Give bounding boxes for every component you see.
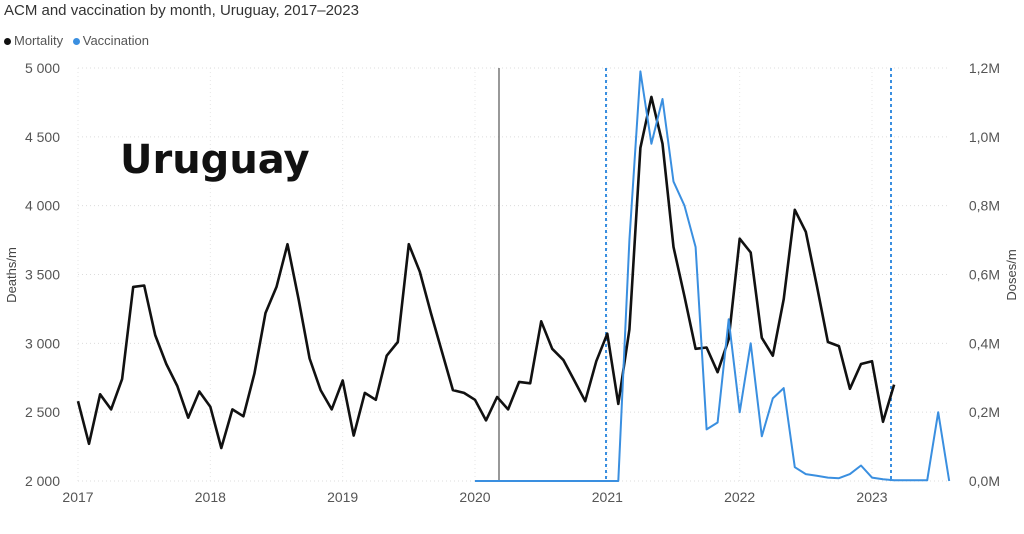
y-left-tick-label: 5 000: [25, 60, 60, 76]
y-axis-left-label: Deaths/m: [4, 247, 19, 303]
legend: Mortality Vaccination: [4, 33, 155, 48]
y-right-tick-label: 0,6M: [969, 267, 1000, 283]
vaccination-legend-dot: [72, 38, 80, 46]
mortality-line: [76, 95, 896, 450]
mortality-legend-dot: [4, 38, 11, 46]
y-right-tick-label: 0,8M: [969, 198, 1000, 214]
y-left-tick-label: 4 500: [25, 129, 60, 145]
y-right-tick-label: 1,0M: [969, 129, 1000, 145]
x-tick-label: 2020: [459, 489, 490, 505]
chart-title: ACM and vaccination by month, Uruguay, 2…: [4, 2, 359, 19]
x-tick-label: 2017: [62, 489, 93, 505]
x-tick-label: 2022: [724, 489, 755, 505]
legend-label-mortality: Mortality: [14, 33, 64, 48]
y-left-tick-label: 2 500: [25, 404, 60, 420]
y-right-tick-label: 0,0M: [969, 473, 1000, 489]
country-overlay-label: Uruguay: [120, 137, 310, 183]
y-left-tick-label: 4 000: [25, 198, 60, 214]
legend-item-mortality[interactable]: Mortality: [4, 33, 67, 48]
y-right-tick-label: 0,2M: [969, 404, 1000, 420]
x-tick-label: 2021: [592, 489, 623, 505]
y-left-tick-label: 2 000: [25, 473, 60, 489]
y-left-tick-label: 3 500: [25, 267, 60, 283]
gridlines: [77, 67, 947, 482]
series-lines: [76, 70, 951, 482]
y-axis-right-label: Doses/m: [1004, 249, 1019, 300]
tick-labels: 2 000 0,0M 2 500 0,2M 3 000 0,4M 3 500 0,6M 4 00…: [25, 60, 1000, 505]
y-right-tick-label: 0,4M: [969, 335, 1000, 351]
y-right-tick-label: 1,2M: [969, 60, 1000, 76]
x-tick-label: 2023: [856, 489, 887, 505]
x-tick-label: 2018: [195, 489, 226, 505]
y-left-tick-label: 3 000: [25, 335, 60, 351]
legend-item-vaccination[interactable]: Vaccination: [72, 33, 149, 48]
reference-lines: [498, 68, 892, 481]
vaccination-line: [475, 70, 951, 482]
legend-label-vaccination: Vaccination: [82, 33, 149, 48]
x-tick-label: 2019: [327, 489, 358, 505]
